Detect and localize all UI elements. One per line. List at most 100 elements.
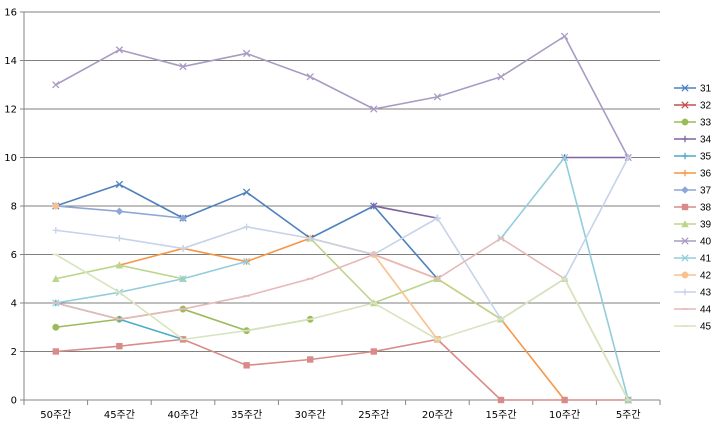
series-33 <box>52 305 314 335</box>
legend-marker <box>681 118 689 126</box>
legend-label: 43 <box>700 288 712 299</box>
legend-marker <box>681 237 689 245</box>
x-tick-label: 30주간 <box>295 409 326 421</box>
series-line-39 <box>55 237 629 401</box>
legend-label: 40 <box>700 237 712 248</box>
legend-item-43: 43 <box>674 288 712 299</box>
legend-item-44: 44 <box>674 305 712 316</box>
data-point-31 <box>115 180 124 189</box>
x-tick-label: 35주간 <box>231 409 262 421</box>
series-41 <box>52 153 632 404</box>
series-line-43 <box>55 157 629 321</box>
legend-marker <box>681 84 689 92</box>
legend-item-37: 37 <box>674 186 712 197</box>
legend-label: 33 <box>700 118 712 129</box>
legend-item-39: 39 <box>674 220 712 231</box>
series-line-45 <box>55 253 629 401</box>
series-line-34 <box>373 156 629 219</box>
legend-marker <box>681 152 689 160</box>
series-line-41 <box>55 156 629 401</box>
legend-marker <box>681 203 689 211</box>
data-point-34 <box>370 202 377 210</box>
legend-item-33: 33 <box>674 118 712 129</box>
legend-label: 31 <box>700 84 712 95</box>
legend-label: 45 <box>700 322 712 333</box>
legend-marker <box>681 288 689 296</box>
legend-label: 44 <box>700 305 712 316</box>
data-point-33 <box>52 323 60 331</box>
data-point-41 <box>179 275 187 283</box>
series-44 <box>52 237 568 321</box>
series-37 <box>52 202 187 222</box>
legend-label: 32 <box>700 101 712 112</box>
series-line-38 <box>55 338 629 401</box>
legend-item-41: 41 <box>674 254 712 265</box>
series-40 <box>52 32 632 162</box>
gridlines <box>24 11 660 352</box>
x-tick-label: 50주간 <box>40 409 71 421</box>
y-tick-label: 4 <box>11 299 17 310</box>
data-point-38 <box>370 348 377 355</box>
data-point-43 <box>307 235 314 242</box>
legend-label: 38 <box>700 203 712 214</box>
data-point-41 <box>242 257 251 266</box>
y-tick-label: 10 <box>4 153 17 164</box>
data-point-41 <box>560 153 569 162</box>
legend-item-36: 36 <box>674 169 712 180</box>
series-43 <box>52 154 632 323</box>
series-35 <box>52 299 187 343</box>
legend-label: 36 <box>700 169 712 180</box>
series-34 <box>370 154 632 222</box>
x-tick-label: 25주간 <box>358 409 389 421</box>
data-point-40 <box>52 81 60 89</box>
legend-label: 37 <box>700 186 712 197</box>
data-point-40 <box>242 49 251 58</box>
data-point-43 <box>434 214 441 222</box>
y-tick-label: 8 <box>11 202 17 213</box>
x-tick-label: 5주간 <box>616 409 641 421</box>
data-point-42 <box>52 202 60 210</box>
legend-marker <box>681 186 689 194</box>
legend-label: 35 <box>700 152 712 163</box>
data-point-40 <box>115 46 124 54</box>
axes: 0 2 4 6 8 10 12 14 16 50주간 45주간 40주간 35주간 30주간 25주간 20주… <box>4 8 661 421</box>
data-point-38 <box>52 348 59 355</box>
y-tick-label: 2 <box>11 347 17 358</box>
y-tick-label: 12 <box>4 105 17 116</box>
data-point-38 <box>561 396 568 404</box>
series-38 <box>52 336 632 404</box>
data-point-38 <box>497 396 505 404</box>
legend-marker <box>681 135 689 143</box>
legend-item-35: 35 <box>674 152 712 163</box>
data-point-37 <box>115 207 124 216</box>
legend-marker <box>681 220 689 228</box>
legend-marker <box>681 254 689 262</box>
y-tick-label: 6 <box>11 250 17 261</box>
series-45 <box>52 253 632 401</box>
legend-item-32: 32 <box>674 101 712 112</box>
legend-item-40: 40 <box>674 237 712 248</box>
data-point-40 <box>179 62 187 71</box>
legend-marker <box>681 271 689 279</box>
data-point-39 <box>115 261 124 269</box>
data-point-43 <box>179 245 187 252</box>
x-tick-label: 45주간 <box>104 409 135 421</box>
y-tick-label: 14 <box>4 56 17 67</box>
x-tick-label: 15주간 <box>485 409 516 421</box>
series-line-40 <box>55 35 629 158</box>
series-lines <box>52 32 632 404</box>
legend-label: 42 <box>700 271 712 282</box>
data-point-38 <box>243 362 250 369</box>
legend-marker <box>681 101 689 109</box>
data-point-43 <box>625 154 632 161</box>
data-point-43 <box>243 223 250 231</box>
data-point-37 <box>179 214 187 222</box>
y-tick-label: 0 <box>11 396 17 407</box>
x-tick-label: 20주간 <box>422 409 453 421</box>
legend-item-38: 38 <box>674 203 712 214</box>
legend-item-31: 31 <box>674 84 712 95</box>
series-line-42 <box>373 254 439 340</box>
legend-label: 34 <box>700 135 712 146</box>
